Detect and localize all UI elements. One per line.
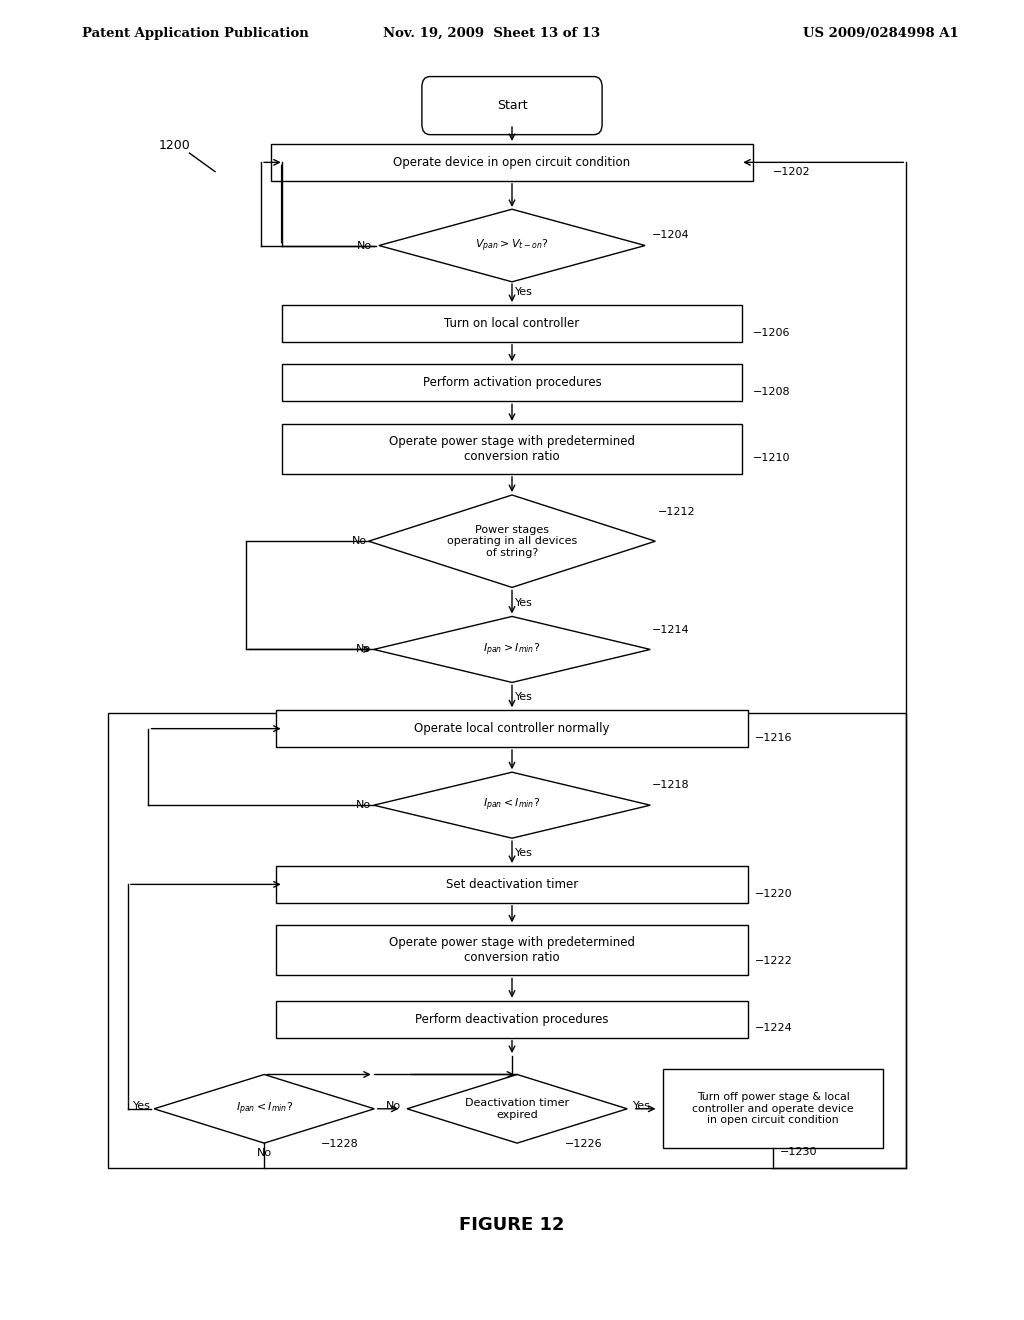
FancyBboxPatch shape [422,77,602,135]
Bar [664,1069,883,1148]
Polygon shape [374,772,650,838]
Text: Nov. 19, 2009  Sheet 13 of 13: Nov. 19, 2009 Sheet 13 of 13 [383,26,600,40]
Text: Operate local controller normally: Operate local controller normally [415,722,609,735]
Text: No: No [257,1148,271,1159]
Text: −1214: −1214 [652,624,690,635]
Text: Operate power stage with predetermined
conversion ratio: Operate power stage with predetermined c… [389,434,635,463]
Text: −1206: −1206 [753,327,791,338]
Text: Start: Start [497,99,527,112]
Text: No: No [355,644,371,655]
Text: $I_{pan} < I_{min}$?: $I_{pan} < I_{min}$? [483,797,541,813]
Bar [276,1001,748,1038]
Text: −1210: −1210 [753,453,791,463]
Text: Yes: Yes [515,286,532,297]
Text: Deactivation timer
expired: Deactivation timer expired [465,1098,569,1119]
Text: No: No [386,1101,401,1111]
Text: −1222: −1222 [755,956,793,966]
Polygon shape [369,495,655,587]
Text: $V_{pan} > V_{t-on}$?: $V_{pan} > V_{t-on}$? [475,238,549,253]
Polygon shape [374,616,650,682]
Bar [276,925,748,975]
Text: Turn off power stage & local
controller and operate device
in open circuit condi: Turn off power stage & local controller … [692,1092,854,1126]
Text: Perform deactivation procedures: Perform deactivation procedures [416,1012,608,1026]
Text: Perform activation procedures: Perform activation procedures [423,376,601,389]
Polygon shape [408,1074,627,1143]
Text: Set deactivation timer: Set deactivation timer [445,878,579,891]
Bar [282,424,742,474]
Text: FIGURE 12: FIGURE 12 [459,1216,565,1234]
Text: US 2009/0284998 A1: US 2009/0284998 A1 [803,26,958,40]
Text: −1216: −1216 [755,733,793,743]
Bar [282,305,742,342]
Text: Turn on local controller: Turn on local controller [444,317,580,330]
Text: Yes: Yes [515,692,532,702]
Text: No: No [355,800,371,810]
Text: 1200: 1200 [159,139,190,152]
Text: Yes: Yes [633,1101,650,1111]
Bar [276,710,748,747]
Bar [276,866,748,903]
Polygon shape [379,209,645,281]
Polygon shape [155,1074,375,1143]
Text: Yes: Yes [133,1101,151,1111]
Text: Patent Application Publication: Patent Application Publication [82,26,308,40]
Text: $I_{pan} > I_{min}$?: $I_{pan} > I_{min}$? [483,642,541,657]
Text: −1228: −1228 [321,1139,358,1150]
Text: −1220: −1220 [755,888,793,899]
Bar [282,364,742,401]
Text: No: No [351,536,367,546]
Text: Power stages
operating in all devices
of string?: Power stages operating in all devices of… [446,524,578,558]
Text: −1230: −1230 [780,1147,818,1158]
Text: Yes: Yes [515,598,532,609]
Text: −1204: −1204 [652,230,690,240]
Text: Yes: Yes [515,847,532,858]
Text: −1208: −1208 [753,387,791,397]
Text: −1202: −1202 [773,166,811,177]
Text: Operate device in open circuit condition: Operate device in open circuit condition [393,156,631,169]
Bar [271,144,753,181]
Text: No: No [356,240,372,251]
Text: $I_{pan} < I_{min}$?: $I_{pan} < I_{min}$? [236,1101,293,1117]
Text: −1224: −1224 [755,1023,793,1034]
Text: −1226: −1226 [565,1139,603,1150]
Bar [108,713,906,1168]
Text: Operate power stage with predetermined
conversion ratio: Operate power stage with predetermined c… [389,936,635,965]
Text: −1218: −1218 [652,780,690,791]
Text: −1212: −1212 [657,507,695,517]
